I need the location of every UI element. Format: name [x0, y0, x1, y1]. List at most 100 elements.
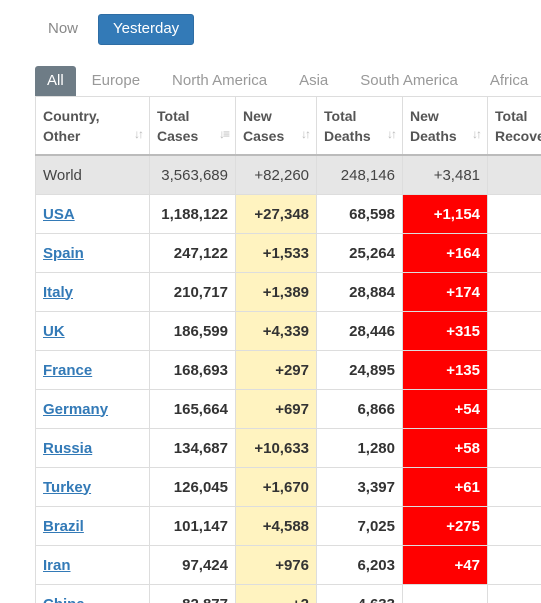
table-row: Russia 134,687 +10,633 1,280 +58 — [35, 428, 541, 468]
cell-total-recovered: 1 — [487, 194, 541, 234]
table-row: Iran 97,424 +976 6,203 +47 — [35, 545, 541, 585]
cell-total-recovered — [487, 428, 541, 468]
cell-country: USA — [35, 194, 150, 234]
column-header-label: New — [243, 107, 272, 124]
cell-total-cases: 165,664 — [149, 389, 236, 429]
cell-new-deaths: +58 — [402, 428, 488, 468]
cell-new-cases: +4,588 — [235, 506, 317, 546]
region-tabs: All Europe North America Asia South Amer… — [35, 66, 541, 96]
cell-total-deaths: 248,146 — [316, 154, 403, 195]
country-link[interactable]: UK — [43, 322, 65, 340]
cell-total-cases: 134,687 — [149, 428, 236, 468]
cell-total-cases: 1,188,122 — [149, 194, 236, 234]
cell-total-cases: 82,877 — [149, 584, 236, 603]
tab-asia[interactable]: Asia — [299, 72, 329, 89]
cell-total-deaths: 3,397 — [316, 467, 403, 507]
tab-now[interactable]: Now — [48, 20, 79, 37]
table-container: Country, Other ↓↑ Total Cases ↓≡ New Cases ↓↑ Tot… — [35, 96, 541, 603]
cell-new-cases: +2 — [235, 584, 317, 603]
sort-icon[interactable]: ↓↑ — [134, 127, 144, 141]
cell-new-deaths: +61 — [402, 467, 488, 507]
column-header-label: Total — [324, 107, 357, 124]
cell-country: Russia — [35, 428, 150, 468]
cell-country: France — [35, 350, 150, 390]
cell-total-recovered — [487, 506, 541, 546]
cell-total-recovered — [487, 584, 541, 603]
sort-icon[interactable]: ↓↑ — [472, 127, 482, 141]
column-header-total-deaths[interactable]: Total Deaths ↓↑ — [316, 96, 403, 156]
column-header-new-deaths[interactable]: New Deaths ↓↑ — [402, 96, 488, 156]
sort-icon[interactable]: ↓↑ — [387, 127, 397, 141]
column-header-label: Total — [495, 107, 528, 124]
cell-new-deaths: +275 — [402, 506, 488, 546]
country-link[interactable]: Spain — [43, 244, 84, 262]
cell-total-deaths: 7,025 — [316, 506, 403, 546]
country-link[interactable]: Germany — [43, 400, 109, 418]
sort-desc-icon[interactable]: ↓≡ — [218, 127, 230, 141]
sort-icon[interactable]: ↓↑ — [301, 127, 311, 141]
tab-europe[interactable]: Europe — [91, 72, 141, 89]
country-link[interactable]: Russia — [43, 439, 93, 457]
tab-yesterday[interactable]: Yesterday — [98, 14, 195, 45]
cell-new-cases: +976 — [235, 545, 317, 585]
country-link[interactable]: Italy — [43, 283, 74, 301]
country-link[interactable]: Iran — [43, 556, 71, 574]
tab-north-america[interactable]: North America — [172, 72, 268, 89]
cell-total-deaths: 25,264 — [316, 233, 403, 273]
cell-country: Germany — [35, 389, 150, 429]
cell-total-cases: 186,599 — [149, 311, 236, 351]
tab-south-america[interactable]: South America — [360, 72, 458, 89]
cell-total-cases: 101,147 — [149, 506, 236, 546]
cell-total-deaths: 4,633 — [316, 584, 403, 603]
cell-total-cases: 168,693 — [149, 350, 236, 390]
table-row: Turkey 126,045 +1,670 3,397 +61 — [35, 467, 541, 507]
cell-new-cases: +297 — [235, 350, 317, 390]
cell-country: UK — [35, 311, 150, 351]
cell-new-cases: +1,670 — [235, 467, 317, 507]
cell-country: Spain — [35, 233, 150, 273]
country-link[interactable]: China — [43, 596, 85, 603]
cell-total-recovered — [487, 467, 541, 507]
cell-total-cases: 210,717 — [149, 272, 236, 312]
cell-country: Italy — [35, 272, 150, 312]
column-header-label: Cases — [243, 127, 285, 144]
column-header-label: Cases — [157, 127, 199, 144]
column-header-total-cases[interactable]: Total Cases ↓≡ — [149, 96, 236, 156]
tab-all[interactable]: All — [35, 66, 76, 96]
cell-new-deaths: +47 — [402, 545, 488, 585]
cell-total-recovered: 1 — [487, 389, 541, 429]
cell-new-cases: +4,339 — [235, 311, 317, 351]
country-link[interactable]: USA — [43, 205, 75, 223]
column-header-new-cases[interactable]: New Cases ↓↑ — [235, 96, 317, 156]
cell-new-deaths: +174 — [402, 272, 488, 312]
column-header-label: Deaths — [324, 127, 371, 144]
cases-table: Country, Other ↓↑ Total Cases ↓≡ New Cases ↓↑ Tot… — [35, 96, 541, 603]
cell-total-deaths: 6,866 — [316, 389, 403, 429]
cell-new-cases: +1,533 — [235, 233, 317, 273]
country-link[interactable]: Brazil — [43, 517, 84, 535]
cell-total-recovered — [487, 350, 541, 390]
cell-new-cases: +697 — [235, 389, 317, 429]
cell-total-recovered — [487, 545, 541, 585]
cell-new-deaths: +315 — [402, 311, 488, 351]
table-row: UK 186,599 +4,339 28,446 +315 — [35, 311, 541, 351]
table-header-row: Country, Other ↓↑ Total Cases ↓≡ New Cases ↓↑ Tot… — [35, 96, 541, 156]
country-link[interactable]: France — [43, 361, 93, 379]
country-link[interactable]: Turkey — [43, 478, 92, 496]
cell-total-cases: 126,045 — [149, 467, 236, 507]
cell-total-deaths: 28,884 — [316, 272, 403, 312]
cell-total-deaths: 68,598 — [316, 194, 403, 234]
cell-new-cases: +10,633 — [235, 428, 317, 468]
cell-country: Brazil — [35, 506, 150, 546]
column-header-country[interactable]: Country, Other ↓↑ — [35, 96, 150, 156]
cell-country: World — [35, 154, 150, 195]
cell-total-deaths: 24,895 — [316, 350, 403, 390]
cell-total-deaths: 1,280 — [316, 428, 403, 468]
column-header-total-recovered[interactable]: Total Recove — [487, 96, 541, 156]
tab-africa[interactable]: Africa — [489, 72, 529, 89]
table-row: Brazil 101,147 +4,588 7,025 +275 — [35, 506, 541, 546]
cell-total-cases: 3,563,689 — [149, 154, 236, 195]
